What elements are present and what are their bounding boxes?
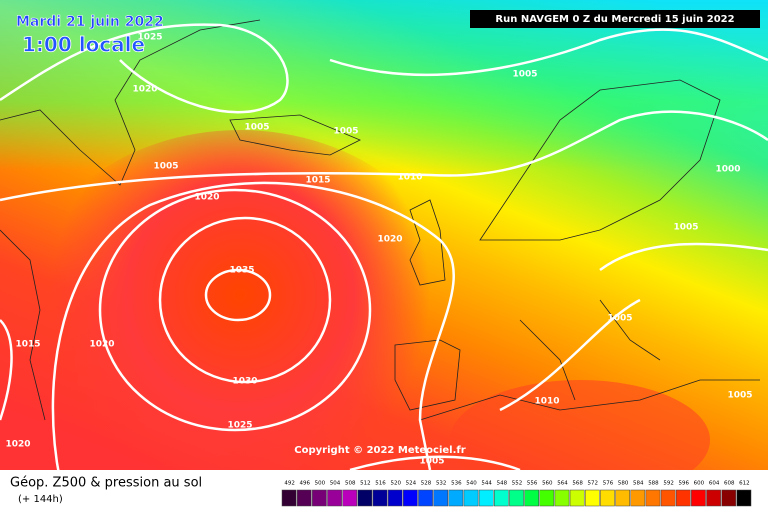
legend-label: 596 [679,481,690,487]
legend-label: 500 [315,481,326,487]
legend-swatch [433,489,449,507]
legend-label: 568 [572,481,583,487]
legend-label: 536 [451,481,462,487]
legend-swatch [494,489,509,507]
legend-label: 592 [663,481,674,487]
isobar-labels: 1025 1020 1005 1005 1005 1015 1010 1020 1020 1035… [5,33,752,467]
legend-swatch [403,489,418,507]
legend-label: 496 [299,481,310,487]
legend-label: 556 [527,481,538,487]
legend-swatch [524,489,539,507]
legend-label: 572 [588,481,599,487]
isobar-label: 1005 [419,457,444,467]
legend-swatch [675,489,691,507]
legend-label: 600 [694,481,705,487]
legend-swatch [691,489,706,507]
legend-swatch [584,489,600,507]
legend-swatch [327,489,342,507]
run-box [470,10,760,28]
legend-label: 528 [421,481,432,487]
legend-label: 588 [648,481,659,487]
legend-swatch [600,489,615,507]
legend-swatch [463,489,479,507]
legend-swatch [721,489,737,507]
isobar-label: 1015 [15,340,40,350]
legend-label: 612 [739,481,750,487]
isobar-label: 1000 [715,165,740,175]
legend-swatch [569,489,585,507]
legend-swatch [372,489,388,507]
legend-label: 492 [284,481,295,487]
legend-swatch [312,489,327,507]
legend-swatch [448,489,464,507]
legend-label: 604 [709,481,720,487]
legend-swatch [478,489,494,507]
isobar-label: 1020 [377,235,402,245]
isobar-label: 1005 [607,314,632,324]
legend-swatch [645,489,661,507]
legend-swatch [736,489,752,507]
legend-swatch [660,489,676,507]
legend-swatch [342,489,358,507]
legend-label: 560 [542,481,553,487]
isobar-label: 1005 [333,127,358,137]
high-pressure-zone [20,130,460,490]
isobar-label: 1005 [512,70,537,80]
legend-label: 580 [618,481,629,487]
legend-label: 532 [436,481,447,487]
isobar-label: 1030 [232,377,257,387]
isobar-label: 1020 [194,193,219,203]
isobar-label: 1005 [727,391,752,401]
legend-swatch [630,489,646,507]
coastlines [0,19,760,421]
product-title: Géop. Z500 & pression au sol [10,476,202,491]
legend-label: 576 [603,481,614,487]
isobar-label: 1005 [153,162,178,172]
legend-label: 548 [497,481,508,487]
isobar-label: 1005 [673,223,698,233]
isobar-label: 1025 [227,421,252,431]
legend-swatch [418,489,433,507]
date: Mardi 21 juin 2022 [16,14,164,30]
legend-label: 516 [375,481,386,487]
isobar-label: 1035 [229,266,254,276]
legend-label: 508 [345,481,356,487]
legend-label: 584 [633,481,644,487]
color-legend: 492 496 500 504 508 512 516 520 524 528 532 536 540 5… [281,481,752,507]
isobar-label: 1005 [244,123,269,133]
legend-swatch [387,489,403,507]
legend-label: 540 [466,481,477,487]
isobar-label: 1020 [5,440,30,450]
legend-label: 608 [724,481,735,487]
legend-label: 524 [406,481,417,487]
isobar-label: 1025 [137,33,162,43]
legend-label: 564 [557,481,568,487]
isobar-label: 1020 [89,340,114,350]
lead-time: (+ 144h) [18,494,63,505]
legend-label: 552 [512,481,523,487]
isobar-label: 1020 [132,85,157,95]
isobar-label: 1010 [534,397,559,407]
local-time: 1:00 locale [22,33,145,57]
legend-swatch [539,489,555,507]
run-info: Run NAVGEM 0 Z du Mercredi 15 juin 2022 [495,14,734,25]
isobar-label: 1010 [397,173,422,183]
legend-label: 544 [481,481,492,487]
legend-swatch [615,489,630,507]
legend-label: 504 [330,481,341,487]
legend-swatch [554,489,570,507]
legend-swatch [509,489,524,507]
legend-swatch [357,489,373,507]
legend-swatch [296,489,312,507]
legend-swatch [706,489,721,507]
legend-label: 520 [390,481,401,487]
isobars [0,23,768,481]
legend-label: 512 [360,481,371,487]
copyright: Copyright © 2022 Meteociel.fr [294,445,465,456]
legend-swatch [281,489,297,507]
isobar-label: 1015 [305,176,330,186]
